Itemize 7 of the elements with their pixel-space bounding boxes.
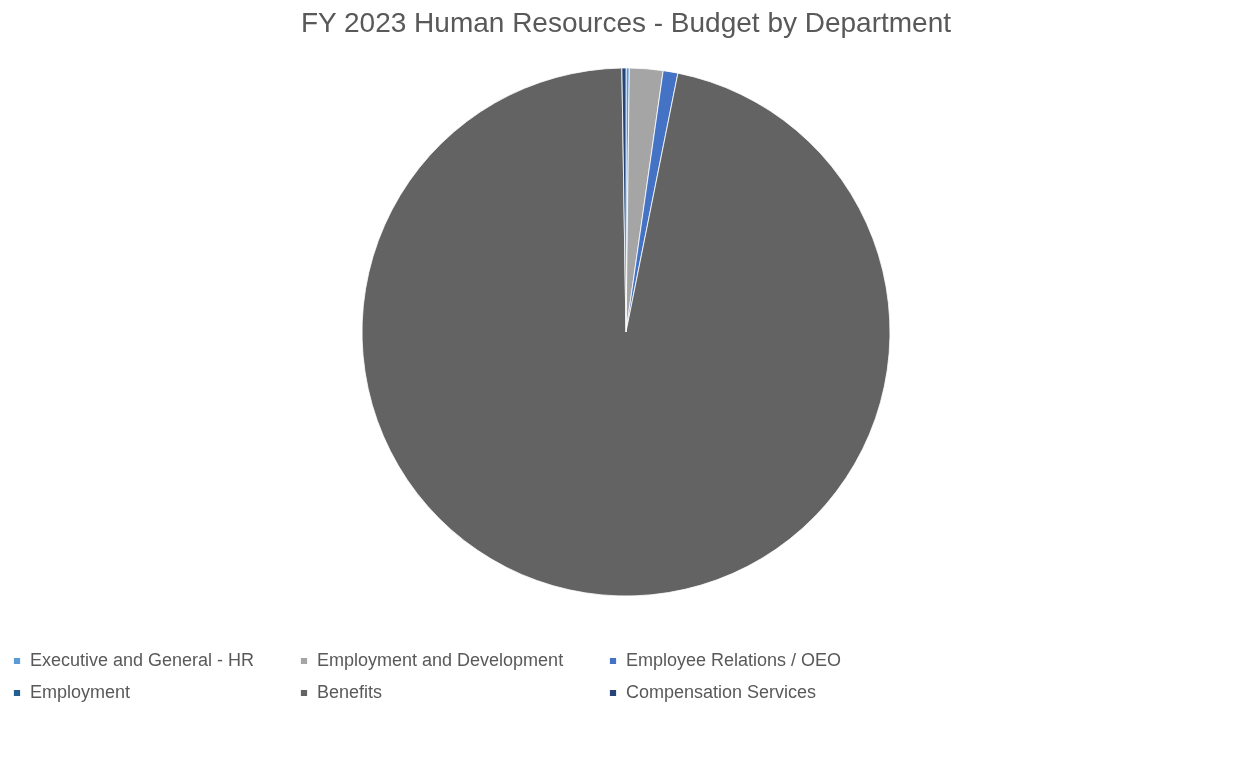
legend-label: Employment — [30, 682, 131, 702]
chart-title: FY 2023 Human Resources - Budget by Department — [300, 7, 952, 38]
legend-label: Executive and General - HR — [30, 650, 255, 670]
legend-label: Compensation Services — [626, 682, 817, 702]
legend-label: Employee Relations / OEO — [626, 650, 842, 670]
legend-label: Benefits — [317, 682, 383, 702]
legend-label: Employment and Development — [317, 650, 564, 670]
